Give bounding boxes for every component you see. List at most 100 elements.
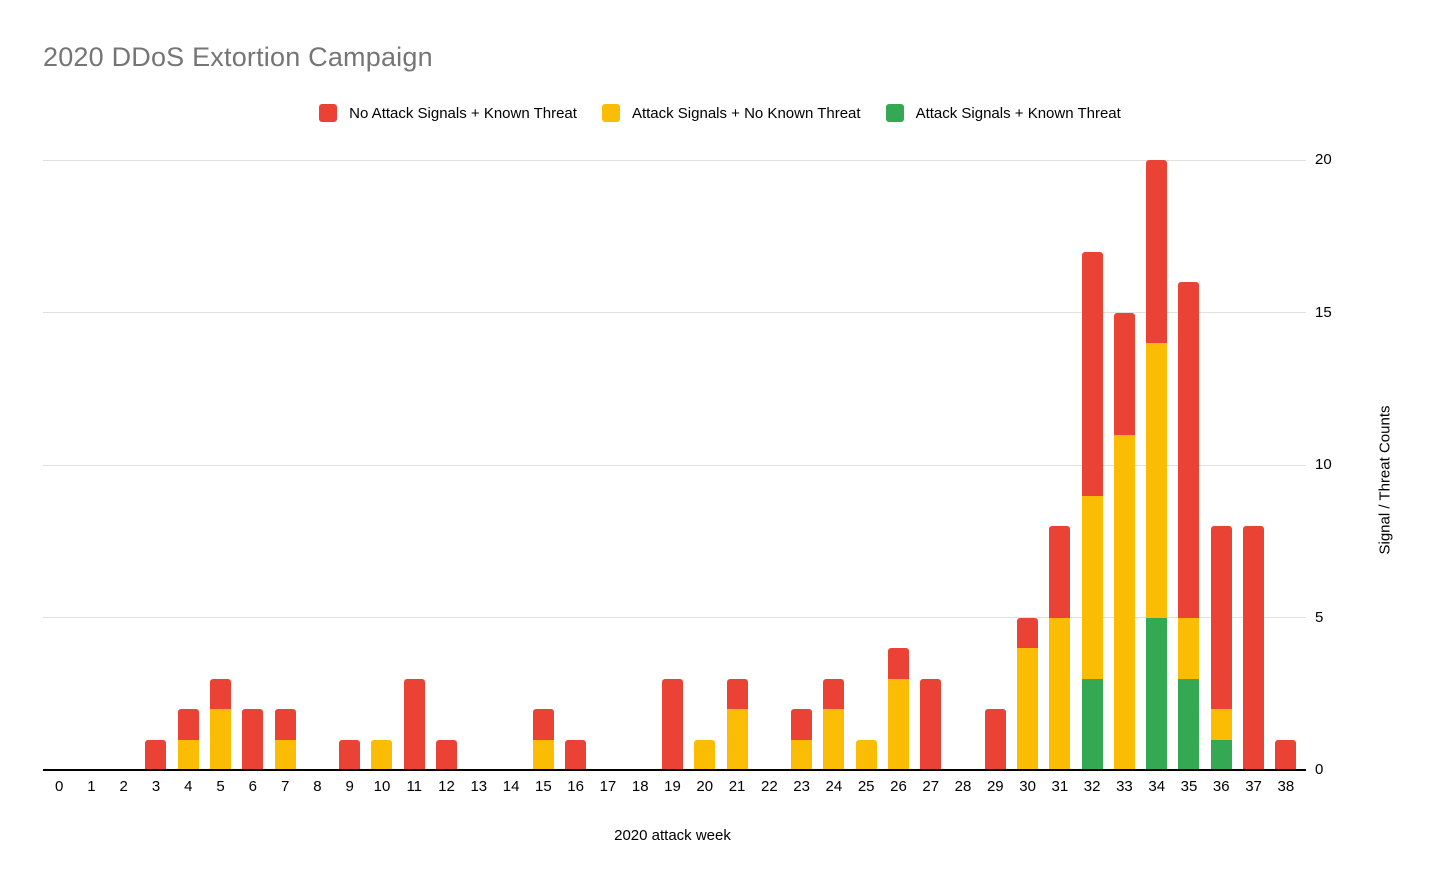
x-tick-label-12: 12 (438, 778, 455, 795)
bar-slot-week-0 (43, 160, 75, 770)
bar-week-19 (661, 678, 683, 770)
bar-week-29 (984, 709, 1006, 770)
bar-week-5 (210, 678, 232, 770)
bar-week-5-segment-red (210, 678, 232, 709)
y-tick-label-0: 0 (1315, 761, 1324, 778)
bar-slot-week-19 (656, 160, 688, 770)
x-tick-label-31: 31 (1051, 778, 1069, 795)
bar-week-37 (1243, 526, 1265, 770)
bar-week-3-segment-red (145, 739, 167, 770)
gridline-5 (43, 617, 1306, 618)
gridline-10 (43, 464, 1306, 466)
y-tick-label-5: 5 (1315, 608, 1324, 626)
x-tick-label-1: 1 (87, 778, 96, 795)
legend-swatch-green (885, 104, 904, 122)
legend-swatch-red (319, 104, 338, 122)
x-tick-label-11: 11 (406, 778, 423, 795)
bar-slot-week-1 (75, 160, 107, 770)
bars-container (43, 160, 1302, 770)
bar-slot-week-21 (721, 160, 753, 770)
bar-week-26 (887, 648, 909, 770)
y-axis-title: Signal / Threat Counts (1376, 405, 1394, 555)
x-tick-label-20: 20 (696, 778, 714, 795)
plot-area (43, 159, 1306, 771)
bar-slot-week-24 (818, 160, 850, 770)
bar-slot-week-10 (366, 160, 398, 770)
bar-week-25-segment-yellow (855, 739, 877, 770)
bar-slot-week-30 (1011, 160, 1043, 770)
bar-slot-week-4 (172, 160, 204, 770)
x-tick-label-2: 2 (119, 778, 128, 795)
x-tick-label-36: 36 (1212, 778, 1230, 795)
bar-week-33-segment-yellow (1113, 434, 1135, 770)
x-tick-label-38: 38 (1277, 778, 1295, 795)
bar-slot-week-38 (1270, 160, 1302, 770)
y-tick-label-10: 10 (1315, 456, 1332, 473)
bar-week-4-segment-red (177, 709, 199, 740)
x-tick-label-34: 34 (1148, 778, 1166, 795)
bar-week-4 (177, 709, 199, 770)
x-tick-label-26: 26 (890, 778, 907, 795)
bar-slot-week-27 (915, 160, 947, 770)
bar-week-32-segment-green (1081, 678, 1103, 770)
x-tick-label-29: 29 (986, 778, 1004, 795)
bar-week-35-segment-yellow (1178, 617, 1200, 679)
bar-slot-week-15 (527, 160, 559, 770)
y-tick-label-15: 15 (1315, 303, 1332, 321)
bar-week-15-segment-yellow (532, 739, 554, 770)
bar-week-27 (920, 678, 942, 770)
bar-week-26-segment-yellow (887, 678, 909, 770)
bar-week-10 (371, 739, 393, 770)
bar-slot-week-23 (785, 160, 817, 770)
bar-week-9 (339, 739, 361, 770)
bar-week-31-segment-yellow (1049, 617, 1071, 770)
bar-week-16-segment-red (565, 739, 587, 770)
x-tick-label-21: 21 (728, 778, 746, 795)
x-tick-label-13: 13 (470, 778, 488, 795)
x-tick-label-25: 25 (857, 778, 875, 795)
bar-week-35-segment-green (1178, 678, 1200, 770)
bar-week-38-segment-red (1275, 739, 1297, 770)
bar-slot-week-22 (753, 160, 785, 770)
bar-slot-week-9 (334, 160, 366, 770)
bar-week-30-segment-red (1017, 617, 1039, 648)
bar-week-23-segment-yellow (791, 739, 813, 770)
legend-label-red: No Attack Signals + Known Threat (349, 104, 577, 122)
x-tick-label-32: 32 (1083, 778, 1101, 795)
gridline-15 (43, 312, 1306, 313)
x-tick-label-8: 8 (313, 778, 322, 795)
x-tick-label-15: 15 (535, 778, 552, 795)
bar-week-36 (1210, 526, 1232, 770)
bar-slot-week-2 (108, 160, 140, 770)
bar-slot-week-32 (1076, 160, 1108, 770)
x-axis-title: 2020 attack week (614, 827, 731, 844)
bar-week-15-segment-red (532, 709, 554, 740)
legend: No Attack Signals + Known Threat Attack S… (0, 104, 1440, 122)
bar-week-21-segment-yellow (726, 709, 748, 770)
bar-week-27-segment-red (920, 678, 942, 770)
bar-slot-week-18 (624, 160, 656, 770)
bar-slot-week-7 (269, 160, 301, 770)
bar-slot-week-12 (430, 160, 462, 770)
bar-week-23 (791, 709, 813, 770)
bar-slot-week-16 (560, 160, 592, 770)
x-axis-line (43, 769, 1306, 771)
bar-slot-week-37 (1237, 160, 1269, 770)
x-tick-label-9: 9 (345, 778, 354, 795)
bar-slot-week-13 (463, 160, 495, 770)
bar-week-25 (855, 739, 877, 770)
bar-week-19-segment-red (661, 678, 683, 770)
x-tick-label-30: 30 (1019, 778, 1036, 795)
x-tick-label-22: 22 (760, 778, 778, 795)
bar-slot-week-33 (1108, 160, 1140, 770)
bar-week-21-segment-red (726, 678, 748, 709)
x-tick-label-5: 5 (216, 778, 225, 795)
x-tick-label-24: 24 (825, 778, 843, 795)
x-tick-label-18: 18 (631, 778, 649, 795)
bar-week-33 (1113, 312, 1135, 770)
bar-slot-week-20 (689, 160, 721, 770)
x-tick-label-17: 17 (599, 778, 617, 795)
bar-slot-week-26 (882, 160, 914, 770)
x-tick-label-23: 23 (793, 778, 810, 795)
